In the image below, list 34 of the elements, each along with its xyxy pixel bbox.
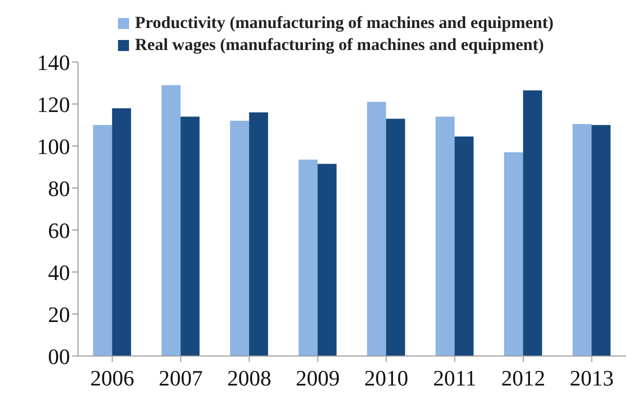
bar	[318, 164, 337, 356]
bar	[180, 116, 200, 356]
x-tick-label: 2010	[364, 366, 408, 391]
bar	[386, 118, 406, 356]
x-tick-label: 2011	[433, 366, 476, 391]
bar	[504, 152, 524, 356]
bar	[572, 124, 592, 356]
bar	[230, 120, 250, 356]
bar	[454, 136, 474, 356]
x-tick-label: 2013	[570, 366, 614, 391]
bar	[249, 112, 268, 356]
bar	[112, 108, 132, 356]
x-tick-label: 2008	[227, 366, 272, 391]
x-tick-label: 2007	[158, 366, 203, 391]
y-tick-label: 80	[48, 176, 70, 201]
bar	[93, 125, 112, 356]
x-tick-label: 2006	[90, 366, 134, 391]
x-tick-label: 2009	[296, 366, 340, 391]
bar	[592, 125, 611, 356]
bar	[298, 160, 318, 356]
x-tick-label: 2012	[501, 366, 546, 391]
y-tick-label: 00	[48, 344, 70, 369]
legend-label: Real wages (manufacturing of machines and equipment)	[135, 34, 544, 56]
y-tick-label: 20	[48, 302, 70, 327]
bar	[162, 85, 181, 356]
y-tick-label: 40	[48, 260, 70, 285]
y-tick-label: 120	[37, 92, 70, 117]
y-tick-label: 60	[48, 218, 70, 243]
bar	[523, 90, 542, 356]
bar	[436, 116, 455, 356]
y-tick-label: 140	[37, 50, 70, 75]
y-tick-label: 100	[37, 134, 70, 159]
legend-label: Productivity (manufacturing of machines and equipment)	[135, 12, 554, 34]
bar	[367, 102, 386, 356]
